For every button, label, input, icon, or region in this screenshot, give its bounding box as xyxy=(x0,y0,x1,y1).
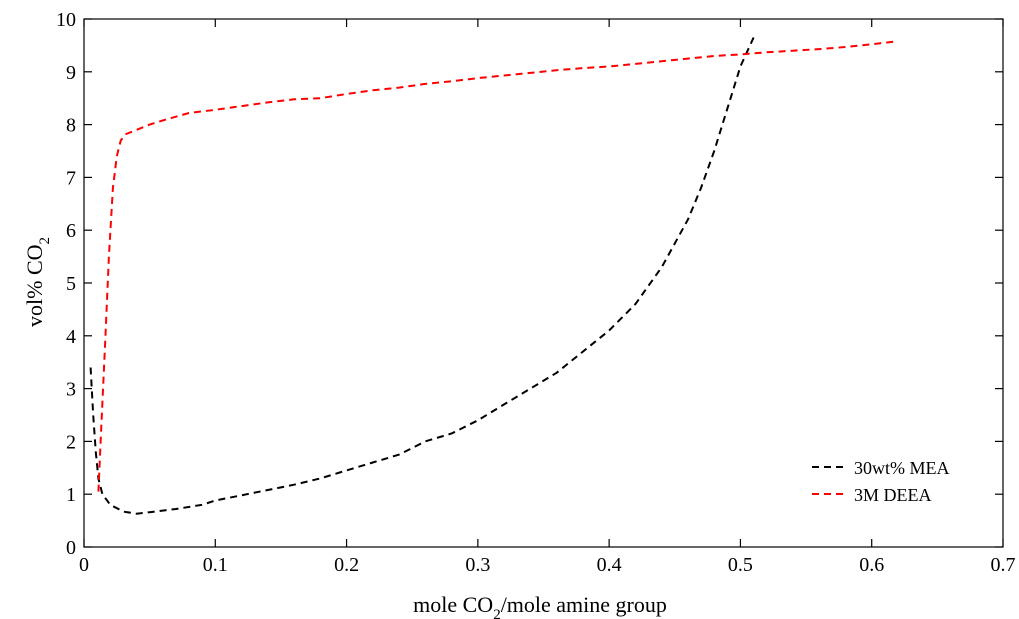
y-tick-label: 7 xyxy=(66,167,76,189)
x-tick-label: 0.7 xyxy=(991,554,1016,576)
x-tick-label: 0.4 xyxy=(597,554,622,576)
y-tick-label: 4 xyxy=(66,326,76,348)
x-tick-label: 0.2 xyxy=(334,554,359,576)
y-tick-label: 2 xyxy=(66,431,76,453)
y-tick-label: 1 xyxy=(66,484,76,506)
y-tick-label: 10 xyxy=(56,9,76,31)
y-tick-label: 9 xyxy=(66,62,76,84)
x-tick-label: 0.5 xyxy=(728,554,753,576)
y-tick-label: 3 xyxy=(66,379,76,401)
legend-label-deea: 3M DEEA xyxy=(854,485,932,505)
axes: 0 0.1 0.2 0.3 0.4 0.5 0.6 0.7 0 1 2 3 4 5 6 7 8 9 10 xyxy=(56,9,1016,576)
y-tick-label: 0 xyxy=(66,537,76,559)
legend: 30wt% MEA 3M DEEA xyxy=(812,458,950,505)
series-line-0 xyxy=(89,37,755,515)
x-tick-label: 0.3 xyxy=(465,554,490,576)
plot-marks xyxy=(89,37,899,515)
x-tick-label: 0.6 xyxy=(859,554,884,576)
y-axis-label: vol% CO2 xyxy=(22,237,53,327)
x-tick-label: 0 xyxy=(79,554,89,576)
y-tick-label: 6 xyxy=(66,220,76,242)
y-tick-label: 5 xyxy=(66,273,76,295)
y-tick-label: 8 xyxy=(66,115,76,137)
series-line-1 xyxy=(97,40,899,492)
x-tick-label: 0.1 xyxy=(203,554,228,576)
legend-label-mea: 30wt% MEA xyxy=(854,458,950,478)
x-axis-label: mole CO2/mole amine group xyxy=(413,592,667,619)
